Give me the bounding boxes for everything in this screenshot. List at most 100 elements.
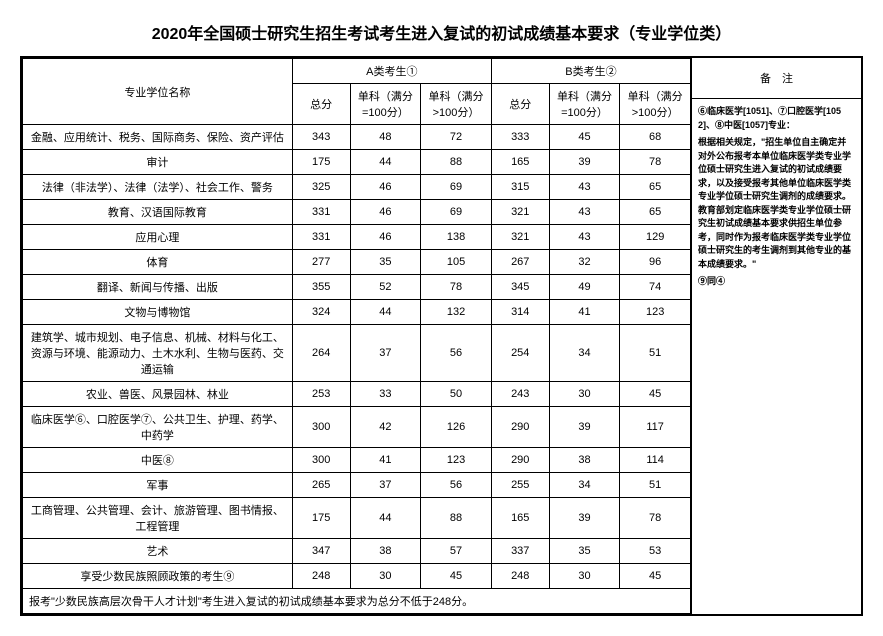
cell-b-subgt: 65 xyxy=(620,200,691,225)
cell-name: 艺术 xyxy=(23,539,293,564)
cell-b-subgt: 78 xyxy=(620,498,691,539)
cell-name: 翻译、新闻与传播、出版 xyxy=(23,275,293,300)
table-row: 中医⑧3004112329038114 xyxy=(23,448,691,473)
cell-a-total: 331 xyxy=(292,225,350,250)
cell-a-subgt: 88 xyxy=(421,150,492,175)
cell-a-sub100: 48 xyxy=(350,125,421,150)
cell-b-subgt: 51 xyxy=(620,325,691,382)
cell-b-subgt: 68 xyxy=(620,125,691,150)
cell-b-total: 333 xyxy=(491,125,549,150)
cell-b-sub100: 49 xyxy=(549,275,620,300)
cell-b-sub100: 43 xyxy=(549,225,620,250)
cell-b-total: 290 xyxy=(491,448,549,473)
cell-b-total: 254 xyxy=(491,325,549,382)
cell-b-total: 165 xyxy=(491,498,549,539)
cell-b-total: 315 xyxy=(491,175,549,200)
table-row: 享受少数民族照顾政策的考生⑨24830452483045 xyxy=(23,564,691,589)
cell-a-subgt: 72 xyxy=(421,125,492,150)
col-a-sub100: 单科（满分=100分） xyxy=(350,84,421,125)
cell-a-subgt: 88 xyxy=(421,498,492,539)
notes-panel: 备 注 ⑥临床医学[1051]、⑦口腔医学[1052]、⑧中医[1057]专业：… xyxy=(691,58,861,614)
cell-a-sub100: 44 xyxy=(350,498,421,539)
col-b-subgt: 单科（满分>100分） xyxy=(620,84,691,125)
cell-b-total: 314 xyxy=(491,300,549,325)
cell-b-subgt: 65 xyxy=(620,175,691,200)
cell-a-total: 265 xyxy=(292,473,350,498)
cell-a-sub100: 44 xyxy=(350,300,421,325)
cell-a-total: 300 xyxy=(292,448,350,473)
col-b-total: 总分 xyxy=(491,84,549,125)
cell-a-sub100: 33 xyxy=(350,382,421,407)
cell-b-subgt: 53 xyxy=(620,539,691,564)
cell-b-subgt: 96 xyxy=(620,250,691,275)
score-table: 专业学位名称 A类考生① B类考生② 总分 单科（满分=100分） 单科（满分>… xyxy=(22,58,691,614)
cell-a-subgt: 78 xyxy=(421,275,492,300)
notes-paragraph: ⑨同④ xyxy=(698,275,855,289)
cell-a-subgt: 45 xyxy=(421,564,492,589)
table-row: 艺术34738573373553 xyxy=(23,539,691,564)
table-row: 临床医学⑥、口腔医学⑦、公共卫生、护理、药学、中药学30042126290391… xyxy=(23,407,691,448)
cell-a-sub100: 42 xyxy=(350,407,421,448)
cell-b-sub100: 43 xyxy=(549,175,620,200)
cell-a-subgt: 69 xyxy=(421,200,492,225)
cell-a-sub100: 37 xyxy=(350,473,421,498)
cell-b-subgt: 129 xyxy=(620,225,691,250)
cell-name: 中医⑧ xyxy=(23,448,293,473)
col-name: 专业学位名称 xyxy=(23,59,293,125)
cell-b-sub100: 32 xyxy=(549,250,620,275)
cell-a-total: 355 xyxy=(292,275,350,300)
cell-b-total: 267 xyxy=(491,250,549,275)
table-row: 翻译、新闻与传播、出版35552783454974 xyxy=(23,275,691,300)
cell-b-sub100: 34 xyxy=(549,325,620,382)
cell-name: 体育 xyxy=(23,250,293,275)
cell-b-subgt: 78 xyxy=(620,150,691,175)
cell-name: 临床医学⑥、口腔医学⑦、公共卫生、护理、药学、中药学 xyxy=(23,407,293,448)
table-row: 体育277351052673296 xyxy=(23,250,691,275)
cell-b-subgt: 45 xyxy=(620,382,691,407)
cell-name: 享受少数民族照顾政策的考生⑨ xyxy=(23,564,293,589)
cell-name: 审计 xyxy=(23,150,293,175)
cell-a-total: 325 xyxy=(292,175,350,200)
cell-a-subgt: 138 xyxy=(421,225,492,250)
cell-b-total: 345 xyxy=(491,275,549,300)
cell-a-subgt: 50 xyxy=(421,382,492,407)
table-row: 农业、兽医、风景园林、林业25333502433045 xyxy=(23,382,691,407)
cell-a-total: 277 xyxy=(292,250,350,275)
cell-a-subgt: 105 xyxy=(421,250,492,275)
cell-a-total: 331 xyxy=(292,200,350,225)
page-title: 2020年全国硕士研究生招生考试考生进入复试的初试成绩基本要求（专业学位类） xyxy=(20,20,863,44)
notes-paragraph: ⑥临床医学[1051]、⑦口腔医学[1052]、⑧中医[1057]专业： xyxy=(698,105,855,132)
cell-b-total: 290 xyxy=(491,407,549,448)
cell-name: 教育、汉语国际教育 xyxy=(23,200,293,225)
cell-a-subgt: 57 xyxy=(421,539,492,564)
cell-a-sub100: 41 xyxy=(350,448,421,473)
cell-a-subgt: 126 xyxy=(421,407,492,448)
cell-b-sub100: 35 xyxy=(549,539,620,564)
cell-a-total: 300 xyxy=(292,407,350,448)
cell-a-subgt: 132 xyxy=(421,300,492,325)
cell-name: 应用心理 xyxy=(23,225,293,250)
cell-b-sub100: 34 xyxy=(549,473,620,498)
notes-header: 备 注 xyxy=(692,58,861,99)
cell-b-sub100: 38 xyxy=(549,448,620,473)
cell-a-total: 347 xyxy=(292,539,350,564)
cell-name: 建筑学、城市规划、电子信息、机械、材料与化工、资源与环境、能源动力、土木水利、生… xyxy=(23,325,293,382)
footnote: 报考"少数民族高层次骨干人才计划"考生进入复试的初试成绩基本要求为总分不低于24… xyxy=(23,589,691,614)
table-row: 法律（非法学）、法律（法学）、社会工作、警务32546693154365 xyxy=(23,175,691,200)
cell-b-total: 248 xyxy=(491,564,549,589)
cell-name: 农业、兽医、风景园林、林业 xyxy=(23,382,293,407)
table-row: 应用心理3314613832143129 xyxy=(23,225,691,250)
cell-b-sub100: 41 xyxy=(549,300,620,325)
table-row: 教育、汉语国际教育33146693214365 xyxy=(23,200,691,225)
table-row: 工商管理、公共管理、会计、旅游管理、图书情报、工程管理1754488165397… xyxy=(23,498,691,539)
cell-a-total: 253 xyxy=(292,382,350,407)
cell-a-sub100: 37 xyxy=(350,325,421,382)
cell-a-sub100: 35 xyxy=(350,250,421,275)
col-group-b: B类考生② xyxy=(491,59,690,84)
cell-b-subgt: 123 xyxy=(620,300,691,325)
col-a-subgt: 单科（满分>100分） xyxy=(421,84,492,125)
cell-b-sub100: 45 xyxy=(549,125,620,150)
cell-a-sub100: 38 xyxy=(350,539,421,564)
cell-a-total: 175 xyxy=(292,498,350,539)
cell-b-subgt: 74 xyxy=(620,275,691,300)
